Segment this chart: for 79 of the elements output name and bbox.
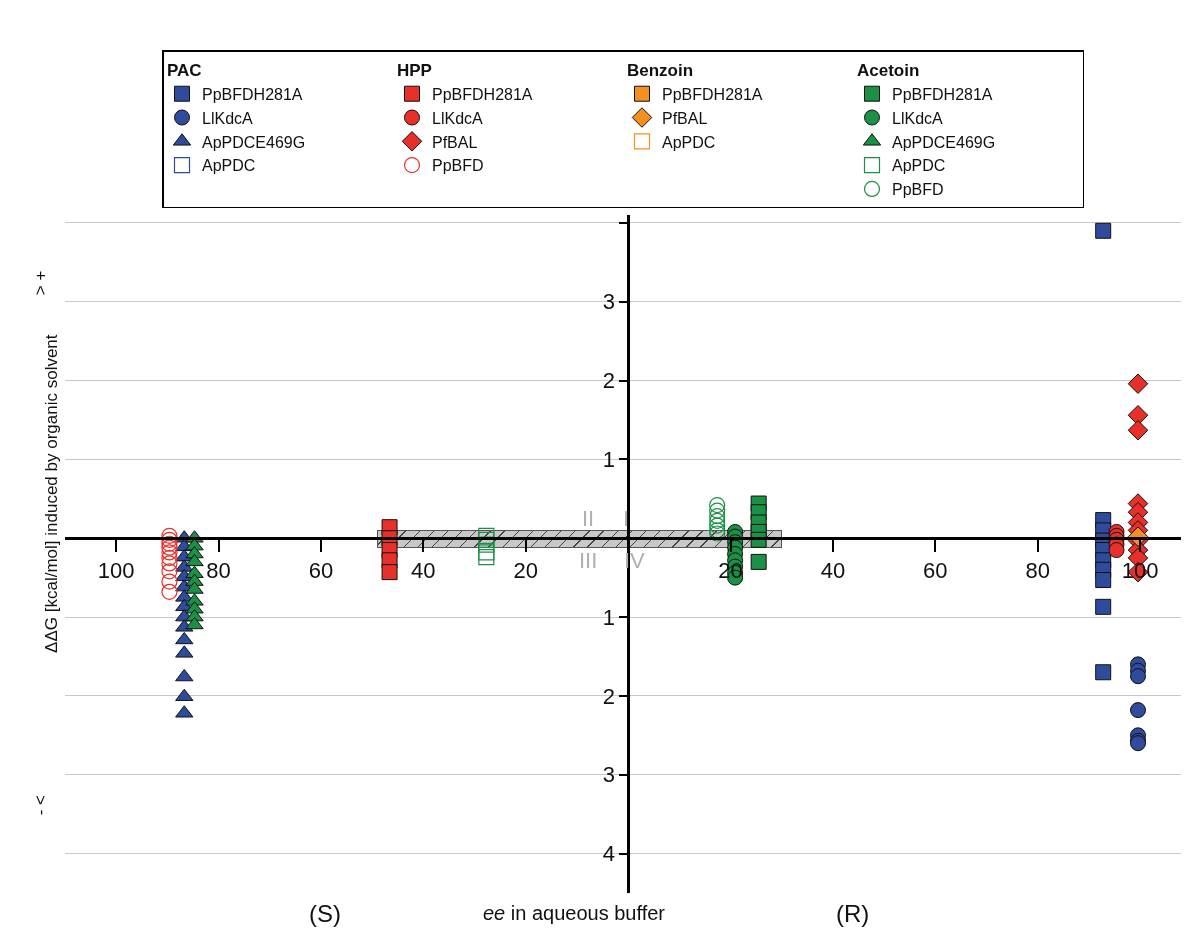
point (1095, 222, 1112, 239)
point (175, 631, 194, 645)
x-tick-label: 100 (97, 558, 135, 584)
legend-label: LlKdcA (892, 109, 944, 127)
point (185, 616, 204, 630)
legend-label: ApPDC (892, 157, 946, 175)
y-tick-label: 2 (602, 368, 615, 394)
legend-label: LlKdcA (202, 109, 254, 127)
text: (S) (309, 900, 341, 927)
text: (R) (836, 900, 870, 927)
point (161, 563, 178, 580)
annotation: I (623, 506, 630, 531)
y-tick-label: 1 (602, 604, 615, 630)
legend-label: PpBFDH281A (662, 85, 763, 103)
point (161, 573, 178, 590)
text: > + (30, 270, 50, 296)
y-tick-label: 3 (602, 762, 615, 788)
x-tick-label: 80 (206, 558, 231, 584)
point (161, 583, 178, 600)
point (1130, 702, 1146, 719)
point (478, 531, 495, 548)
text: Acetoin (857, 60, 920, 80)
point (1127, 373, 1149, 394)
legend-label: PpBFDH281A (892, 85, 993, 103)
y-tick-label: 2 (602, 683, 615, 709)
point (478, 549, 495, 566)
point (381, 564, 398, 581)
point (1127, 419, 1149, 441)
point (1108, 542, 1125, 559)
text: PAC (167, 60, 202, 80)
annotation: II (582, 506, 595, 531)
text: Benzoin (627, 60, 694, 80)
point (161, 527, 178, 544)
legend-label: ApPDCE469G (202, 133, 306, 151)
point (161, 549, 178, 567)
point (161, 544, 178, 561)
legend-label: PfBAL (662, 109, 708, 127)
point (478, 527, 495, 544)
legend-label: PpBFDH281A (432, 85, 533, 103)
point (1130, 668, 1146, 685)
x-tick-label: 20 (513, 558, 538, 584)
legend-label: ApPDC (662, 133, 716, 151)
point (1095, 572, 1112, 589)
x-tick-label: 60 (923, 558, 948, 584)
x-tick-label: 80 (1025, 558, 1050, 584)
point (709, 502, 726, 519)
point (709, 512, 726, 529)
x-tick-label: 40 (820, 558, 846, 584)
x-tick-label: 60 (308, 558, 334, 584)
point (478, 544, 495, 561)
text: HPP (397, 60, 432, 80)
text: - < (30, 794, 50, 816)
point (161, 531, 178, 548)
legend-label: ApPDC (202, 157, 256, 175)
point (161, 539, 178, 556)
point (1095, 598, 1112, 615)
point (709, 508, 726, 525)
legend-label: PfBAL (432, 133, 478, 151)
legend-label: PpBFD (432, 157, 484, 175)
point (750, 553, 767, 570)
point (709, 497, 726, 514)
point (161, 555, 178, 572)
legend-label: PpBFDH281A (202, 85, 303, 103)
point (478, 536, 495, 553)
point (1095, 664, 1112, 681)
y-axis-title: ΔΔG [kcal/mol] induced by organic solvent (41, 334, 61, 653)
x-axis-title: ee in aqueous buffer (483, 902, 666, 924)
point (175, 668, 194, 682)
point (185, 553, 204, 567)
legend-label: PpBFD (892, 181, 944, 199)
point (161, 535, 178, 552)
legend-label: LlKdcA (432, 109, 484, 127)
y-tick-label: 3 (602, 289, 615, 315)
point (709, 517, 726, 534)
legend-label: ApPDCE469G (892, 133, 996, 151)
annotation: III (579, 548, 598, 573)
y-tick-label: 1 (602, 447, 615, 473)
y-tick-label: 4 (602, 841, 615, 867)
x-tick-label: 40 (411, 558, 436, 584)
